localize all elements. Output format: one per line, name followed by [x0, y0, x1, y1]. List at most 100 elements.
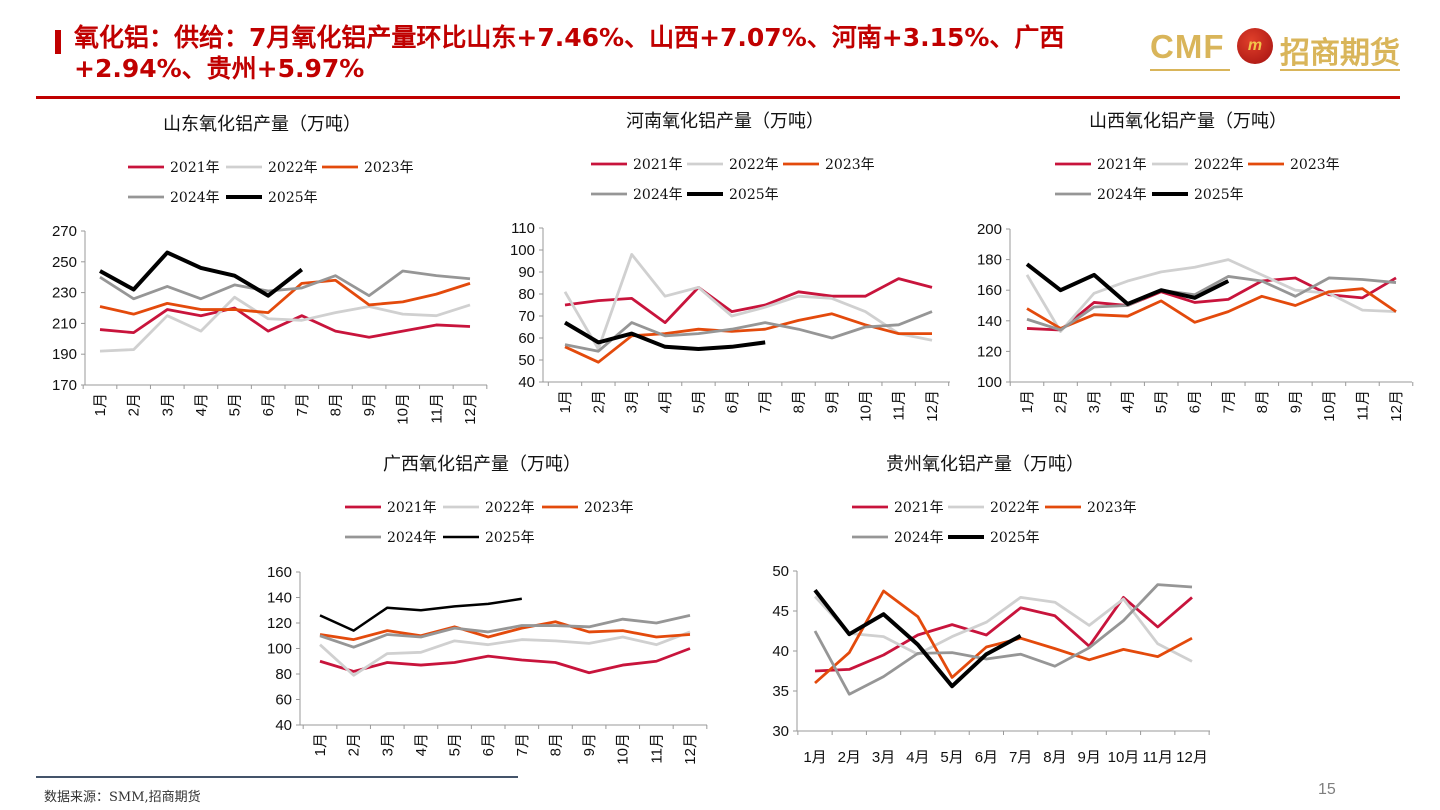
legend-label-2023: 2023年: [825, 157, 875, 173]
legend-label-2025: 2025年: [485, 530, 535, 546]
y-tick-label: 70: [518, 308, 535, 325]
slide-title: 氧化铝：供给：7月氧化铝产量环比山东+7.46%、山西+7.07%、河南+3.1…: [74, 23, 1065, 83]
legend-label-2024: 2024年: [170, 190, 220, 206]
legend-label-2021: 2021年: [170, 160, 220, 176]
chart-title: 河南氧化铝产量（万吨）: [626, 111, 824, 132]
data-source: 数据来源：SMM,招商期货: [44, 790, 201, 805]
chart-title: 山西氧化铝产量（万吨）: [1089, 111, 1287, 132]
x-tick-label: 11月: [1354, 390, 1371, 421]
series-line-2021: [564, 277, 933, 325]
y-tick-label: 190: [52, 346, 77, 363]
x-tick-label: 7月: [514, 733, 531, 756]
x-tick-label: 10月: [615, 733, 632, 765]
series-line-2021: [814, 596, 1193, 673]
x-tick-label: 3月: [872, 749, 895, 766]
x-tick-label: 11月: [648, 733, 665, 764]
y-tick-label: 100: [510, 242, 535, 259]
x-tick-label: 12月: [1388, 390, 1405, 422]
y-tick-label: 200: [977, 221, 1002, 238]
x-tick-label: 6月: [1187, 390, 1204, 413]
logo-text-cn: 招商期货: [1280, 36, 1400, 71]
y-tick-label: 100: [267, 641, 292, 658]
series-line-2025: [99, 250, 304, 298]
y-tick-label: 110: [511, 220, 535, 237]
series-line-2025: [813, 588, 1022, 689]
x-tick-label: 4月: [657, 390, 674, 413]
legend-label-2025: 2025年: [990, 530, 1040, 546]
x-tick-label: 7月: [294, 393, 311, 416]
x-tick-label: 9月: [824, 390, 841, 413]
legend-label-2023: 2023年: [1290, 157, 1340, 173]
footer-divider: [36, 776, 518, 778]
x-tick-label: 6月: [975, 749, 998, 766]
y-tick-label: 40: [275, 717, 292, 734]
y-tick-label: 45: [772, 603, 789, 620]
x-tick-label: 2月: [1053, 390, 1070, 413]
x-tick-label: 1月: [803, 749, 826, 766]
legend-label-2025: 2025年: [729, 187, 779, 203]
x-tick-label: 8月: [1254, 390, 1271, 413]
legend-label-2023: 2023年: [584, 500, 634, 516]
series-line-2024: [99, 269, 471, 301]
logo-emblem-icon: m: [1237, 28, 1273, 64]
x-tick-label: 4月: [193, 393, 210, 416]
x-tick-label: 8月: [1043, 749, 1066, 766]
x-tick-label: 12月: [682, 733, 699, 765]
x-tick-label: 4月: [906, 749, 929, 766]
x-tick-label: 1月: [557, 390, 574, 413]
x-tick-label: 11月: [428, 393, 445, 424]
legend-label-2023: 2023年: [364, 160, 414, 176]
company-logo: CMF m 招商期货: [1150, 24, 1400, 71]
x-tick-label: 4月: [413, 733, 430, 756]
x-tick-label: 9月: [1287, 390, 1304, 413]
series-line-2022: [563, 252, 933, 351]
x-tick-label: 2月: [126, 393, 143, 416]
series-line-2022: [99, 295, 471, 353]
y-tick-label: 60: [518, 330, 535, 347]
x-tick-label: 6月: [480, 733, 497, 756]
legend-label-2024: 2024年: [633, 187, 683, 203]
chart-1: 山东氧化铝产量（万吨） 170 190 210 230 250 270 1月 2月 3月 4月 5月 6…: [52, 114, 488, 425]
y-tick-label: 120: [267, 615, 292, 632]
x-tick-label: 3月: [624, 390, 641, 413]
legend-label-2021: 2021年: [1097, 157, 1147, 173]
chart-5: 贵州氧化铝产量（万吨） 30 35 40 45 50 1月 2月 3月 4月 5月 6月 7月 8月 9月 1…: [772, 454, 1210, 766]
legend-label-2022: 2022年: [990, 500, 1040, 516]
page-number: 15: [1318, 781, 1336, 798]
y-tick-label: 50: [772, 563, 789, 580]
series-line-2024: [564, 310, 933, 353]
x-tick-label: 10月: [395, 393, 412, 425]
header-divider: [36, 96, 1400, 99]
series-line-2021: [99, 306, 471, 339]
x-tick-label: 6月: [260, 393, 277, 416]
x-tick-label: 5月: [447, 733, 464, 756]
y-tick-label: 140: [977, 313, 1002, 330]
legend-label-2025: 2025年: [1194, 187, 1244, 203]
series-line-2024: [1026, 275, 1397, 332]
legend-label-2022: 2022年: [1194, 157, 1244, 173]
y-tick-label: 90: [518, 264, 535, 281]
series-line-2025: [1025, 262, 1230, 306]
x-tick-label: 1月: [1019, 390, 1036, 413]
x-tick-label: 9月: [361, 393, 378, 416]
y-tick-label: 170: [52, 377, 77, 394]
x-tick-label: 9月: [1078, 749, 1101, 766]
x-tick-label: 1月: [312, 733, 329, 756]
y-tick-label: 80: [275, 666, 292, 683]
x-tick-label: 5月: [1153, 390, 1170, 413]
legend-label-2021: 2021年: [894, 500, 944, 516]
x-tick-label: 8月: [327, 393, 344, 416]
chart-title: 贵州氧化铝产量（万吨）: [886, 454, 1084, 475]
series-line-2023: [1026, 287, 1397, 330]
x-tick-label: 5月: [940, 749, 963, 766]
legend-label-2022: 2022年: [268, 160, 318, 176]
series-line-2025: [319, 597, 523, 632]
y-tick-label: 60: [275, 692, 292, 709]
legend-label-2021: 2021年: [633, 157, 683, 173]
x-tick-label: 10月: [857, 390, 874, 422]
x-tick-label: 2月: [838, 749, 861, 766]
series-line-2021: [319, 647, 691, 675]
x-tick-label: 7月: [1220, 390, 1237, 413]
legend-label-2024: 2024年: [387, 530, 437, 546]
